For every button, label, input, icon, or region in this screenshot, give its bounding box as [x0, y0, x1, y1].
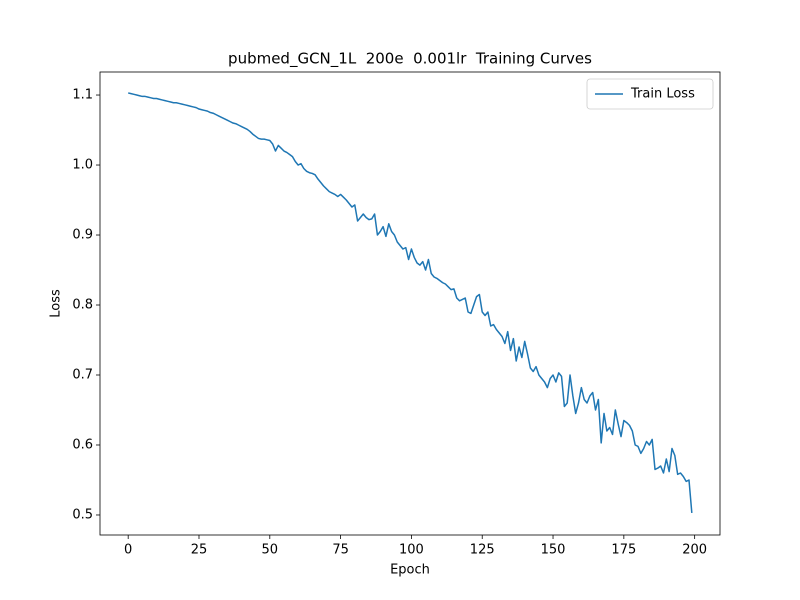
x-tick-label: 0 — [124, 543, 132, 558]
x-tick-label: 175 — [611, 543, 636, 558]
x-tick-label: 100 — [399, 543, 424, 558]
y-tick-label: 0.5 — [72, 507, 93, 522]
y-tick-label: 0.6 — [72, 437, 93, 452]
y-tick-label: 0.9 — [72, 228, 93, 243]
y-tick-label: 1.1 — [72, 88, 93, 103]
legend-box — [586, 78, 714, 110]
y-tick-label: 0.8 — [72, 298, 93, 313]
plot-frame — [99, 71, 721, 536]
x-tick-label: 75 — [332, 543, 349, 558]
x-axis-label: Epoch — [390, 563, 430, 578]
legend-label: Train Loss — [630, 87, 695, 102]
x-tick-label: 200 — [682, 543, 707, 558]
x-tick-label: 25 — [191, 543, 208, 558]
y-axis-label: Loss — [49, 289, 64, 318]
x-tick-label: 50 — [262, 543, 279, 558]
x-tick-label: 125 — [470, 543, 495, 558]
y-tick-label: 0.7 — [72, 367, 93, 382]
x-tick-label: 150 — [541, 543, 566, 558]
chart-title: pubmed_GCN_1L 200e 0.001lr Training Curv… — [228, 50, 592, 69]
line-series — [127, 92, 693, 513]
y-tick-label: 1.0 — [72, 158, 93, 173]
